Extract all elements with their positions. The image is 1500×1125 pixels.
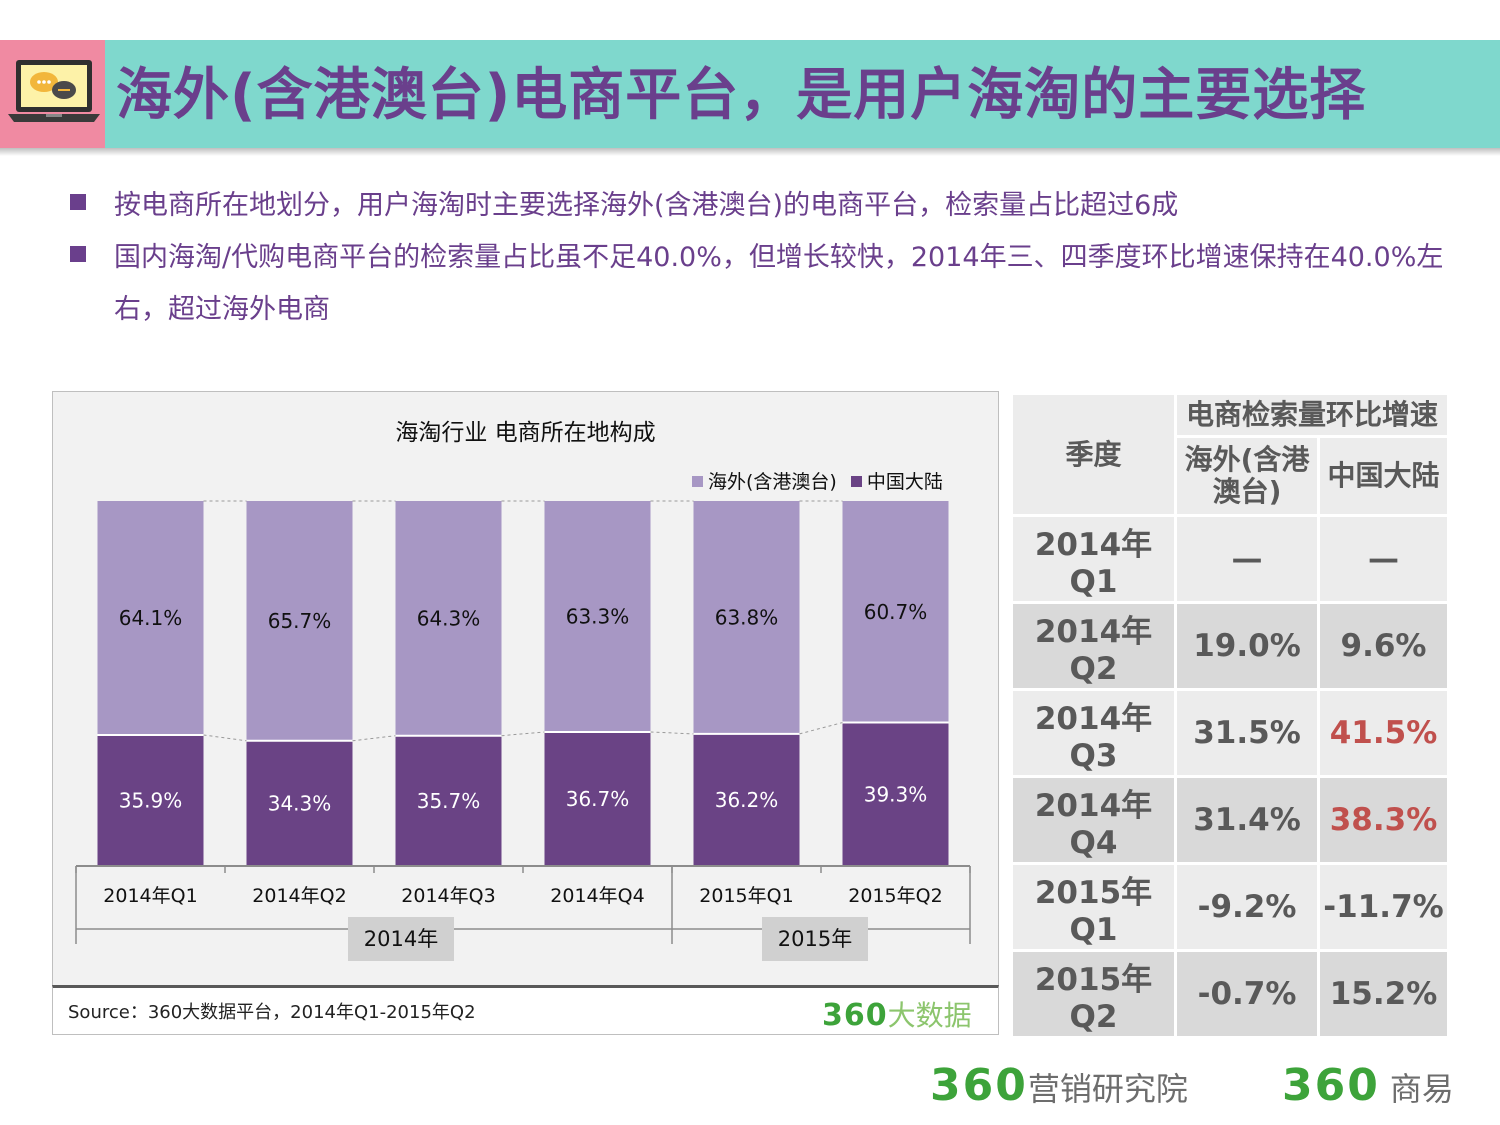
x-tick-label: 2014年Q2 bbox=[252, 885, 346, 907]
x-tick-label: 2014年Q1 bbox=[103, 885, 197, 907]
table-cell-overseas: 31.5% bbox=[1177, 691, 1317, 775]
table-cell-mainland: 38.3% bbox=[1320, 778, 1447, 862]
bullet-item: 国内海淘/代购电商平台的检索量占比虽不足40.0%，但增长较快，2014年三、四… bbox=[68, 232, 1448, 336]
chart-legend: 海外(含港澳台) 中国大陆 bbox=[692, 467, 943, 494]
data-label-mainland: 36.2% bbox=[715, 788, 779, 812]
bar-overseas bbox=[544, 501, 651, 733]
data-label-mainland: 36.7% bbox=[566, 787, 630, 811]
legend-swatch-overseas bbox=[692, 476, 703, 487]
bar-mainland bbox=[693, 733, 800, 866]
table-header-group: 电商检索量环比增速 bbox=[1177, 395, 1447, 435]
year-group-label-2014: 2014年 bbox=[348, 917, 454, 961]
bullet-item: 按电商所在地划分，用户海淘时主要选择海外(含港澳台)的电商平台，检索量占比超过6… bbox=[68, 180, 1448, 232]
table-cell-mainland: 41.5% bbox=[1320, 691, 1447, 775]
data-label-mainland: 35.9% bbox=[119, 788, 183, 812]
data-label-mainland: 39.3% bbox=[864, 782, 928, 806]
table-row: 2014年Q4 31.4% 38.3% bbox=[1013, 778, 1447, 862]
data-label-overseas: 60.7% bbox=[864, 600, 928, 624]
table-row: 2014年Q3 31.5% 41.5% bbox=[1013, 691, 1447, 775]
bar-overseas bbox=[842, 501, 949, 723]
table-row: 2014年Q2 19.0% 9.6% bbox=[1013, 604, 1447, 688]
table-cell-quarter: 2014年Q2 bbox=[1013, 604, 1174, 688]
table-cell-quarter: 2014年Q3 bbox=[1013, 691, 1174, 775]
year-group-label-2015: 2015年 bbox=[762, 917, 868, 961]
chart-brand-num: 360 bbox=[822, 998, 888, 1033]
data-label-overseas: 65.7% bbox=[268, 609, 332, 633]
footer-brand-shangyi: 360 商易 bbox=[1282, 1060, 1454, 1111]
table-cell-quarter: 2015年Q2 bbox=[1013, 952, 1174, 1036]
table-cell-overseas: — bbox=[1177, 517, 1317, 601]
table-cell-quarter: 2015年Q1 bbox=[1013, 865, 1174, 949]
chart-brand-text: 大数据 bbox=[887, 999, 972, 1032]
legend-swatch-mainland bbox=[850, 476, 862, 487]
footer-brand-research: 360营销研究院 bbox=[930, 1060, 1188, 1111]
data-label-overseas: 64.3% bbox=[417, 606, 481, 630]
data-label-overseas: 63.3% bbox=[566, 605, 630, 629]
connector-line bbox=[650, 731, 694, 735]
data-label-overseas: 63.8% bbox=[715, 605, 779, 629]
footer-brand-shangyi-num: 360 bbox=[1282, 1060, 1380, 1111]
source-note: Source：360大数据平台，2014年Q1-2015年Q2 bbox=[68, 1002, 476, 1023]
table-header-overseas: 海外(含港澳台) bbox=[1177, 438, 1317, 514]
bar-mainland bbox=[97, 734, 204, 866]
footer-brand-shangyi-text: 商易 bbox=[1389, 1070, 1454, 1108]
table-cell-mainland: 15.2% bbox=[1320, 952, 1447, 1036]
chart-brand-logo: 360大数据 bbox=[822, 994, 972, 1034]
data-label-mainland: 35.7% bbox=[417, 789, 481, 813]
table-cell-mainland: — bbox=[1320, 517, 1447, 601]
connector-line bbox=[501, 731, 545, 737]
chart-title: 海淘行业 电商所在地构成 bbox=[395, 420, 656, 446]
bar-overseas bbox=[395, 501, 502, 736]
bar-overseas bbox=[693, 501, 800, 734]
bullet-text: 按电商所在地划分，用户海淘时主要选择海外(含港澳台)的电商平台，检索量占比超过6… bbox=[114, 190, 1179, 221]
growth-table: 季度 电商检索量环比增速 海外(含港澳台) 中国大陆 2014年Q1 — — 2… bbox=[1010, 392, 1450, 1039]
bar-mainland bbox=[842, 722, 949, 866]
laptop-chat-icon bbox=[8, 60, 100, 122]
table-cell-overseas: 19.0% bbox=[1177, 604, 1317, 688]
bar-mainland bbox=[246, 740, 353, 866]
legend-label-mainland: 中国大陆 bbox=[866, 471, 943, 493]
table-header-mainland: 中国大陆 bbox=[1320, 438, 1447, 514]
data-label-overseas: 64.1% bbox=[119, 606, 183, 630]
connector-line bbox=[352, 735, 396, 742]
bullet-text: 国内海淘/代购电商平台的检索量占比虽不足40.0%，但增长较快，2014年三、四… bbox=[114, 242, 1444, 325]
table-row: 2014年Q1 — — bbox=[1013, 517, 1447, 601]
table-cell-mainland: 9.6% bbox=[1320, 604, 1447, 688]
x-tick-label: 2015年Q2 bbox=[848, 885, 942, 907]
bullet-list: 按电商所在地划分，用户海淘时主要选择海外(含港澳台)的电商平台，检索量占比超过6… bbox=[68, 180, 1448, 336]
title-shadow bbox=[0, 148, 1500, 156]
connector-line bbox=[203, 734, 247, 742]
page-title: 海外(含港澳台)电商平台，是用户海淘的主要选择 bbox=[116, 63, 1367, 128]
table-cell-overseas: -9.2% bbox=[1177, 865, 1317, 949]
table-cell-quarter: 2014年Q1 bbox=[1013, 517, 1174, 601]
bullet-square-icon bbox=[70, 246, 86, 262]
table-row: 2015年Q2 -0.7% 15.2% bbox=[1013, 952, 1447, 1036]
legend-label-overseas: 海外(含港澳台) bbox=[708, 471, 837, 493]
data-label-mainland: 34.3% bbox=[268, 791, 332, 815]
bar-overseas bbox=[246, 501, 353, 741]
source-strip bbox=[52, 985, 999, 1035]
bullet-square-icon bbox=[70, 194, 86, 210]
table-cell-overseas: 31.4% bbox=[1177, 778, 1317, 862]
x-tick-label: 2014年Q4 bbox=[550, 885, 644, 907]
connector-line bbox=[799, 722, 843, 735]
title-banner bbox=[0, 40, 1500, 148]
table-cell-quarter: 2014年Q4 bbox=[1013, 778, 1174, 862]
table-cell-mainland: -11.7% bbox=[1320, 865, 1447, 949]
bar-mainland bbox=[544, 732, 651, 866]
x-tick-label: 2015年Q1 bbox=[699, 885, 793, 907]
bar-mainland bbox=[395, 735, 502, 866]
footer-brand-research-text: 营销研究院 bbox=[1027, 1070, 1188, 1108]
table-cell-overseas: -0.7% bbox=[1177, 952, 1317, 1036]
x-tick-label: 2014年Q3 bbox=[401, 885, 495, 907]
footer-brand-research-num: 360 bbox=[930, 1060, 1028, 1111]
bar-overseas bbox=[97, 501, 204, 735]
table-row: 2015年Q1 -9.2% -11.7% bbox=[1013, 865, 1447, 949]
table-header-quarter: 季度 bbox=[1013, 395, 1174, 514]
